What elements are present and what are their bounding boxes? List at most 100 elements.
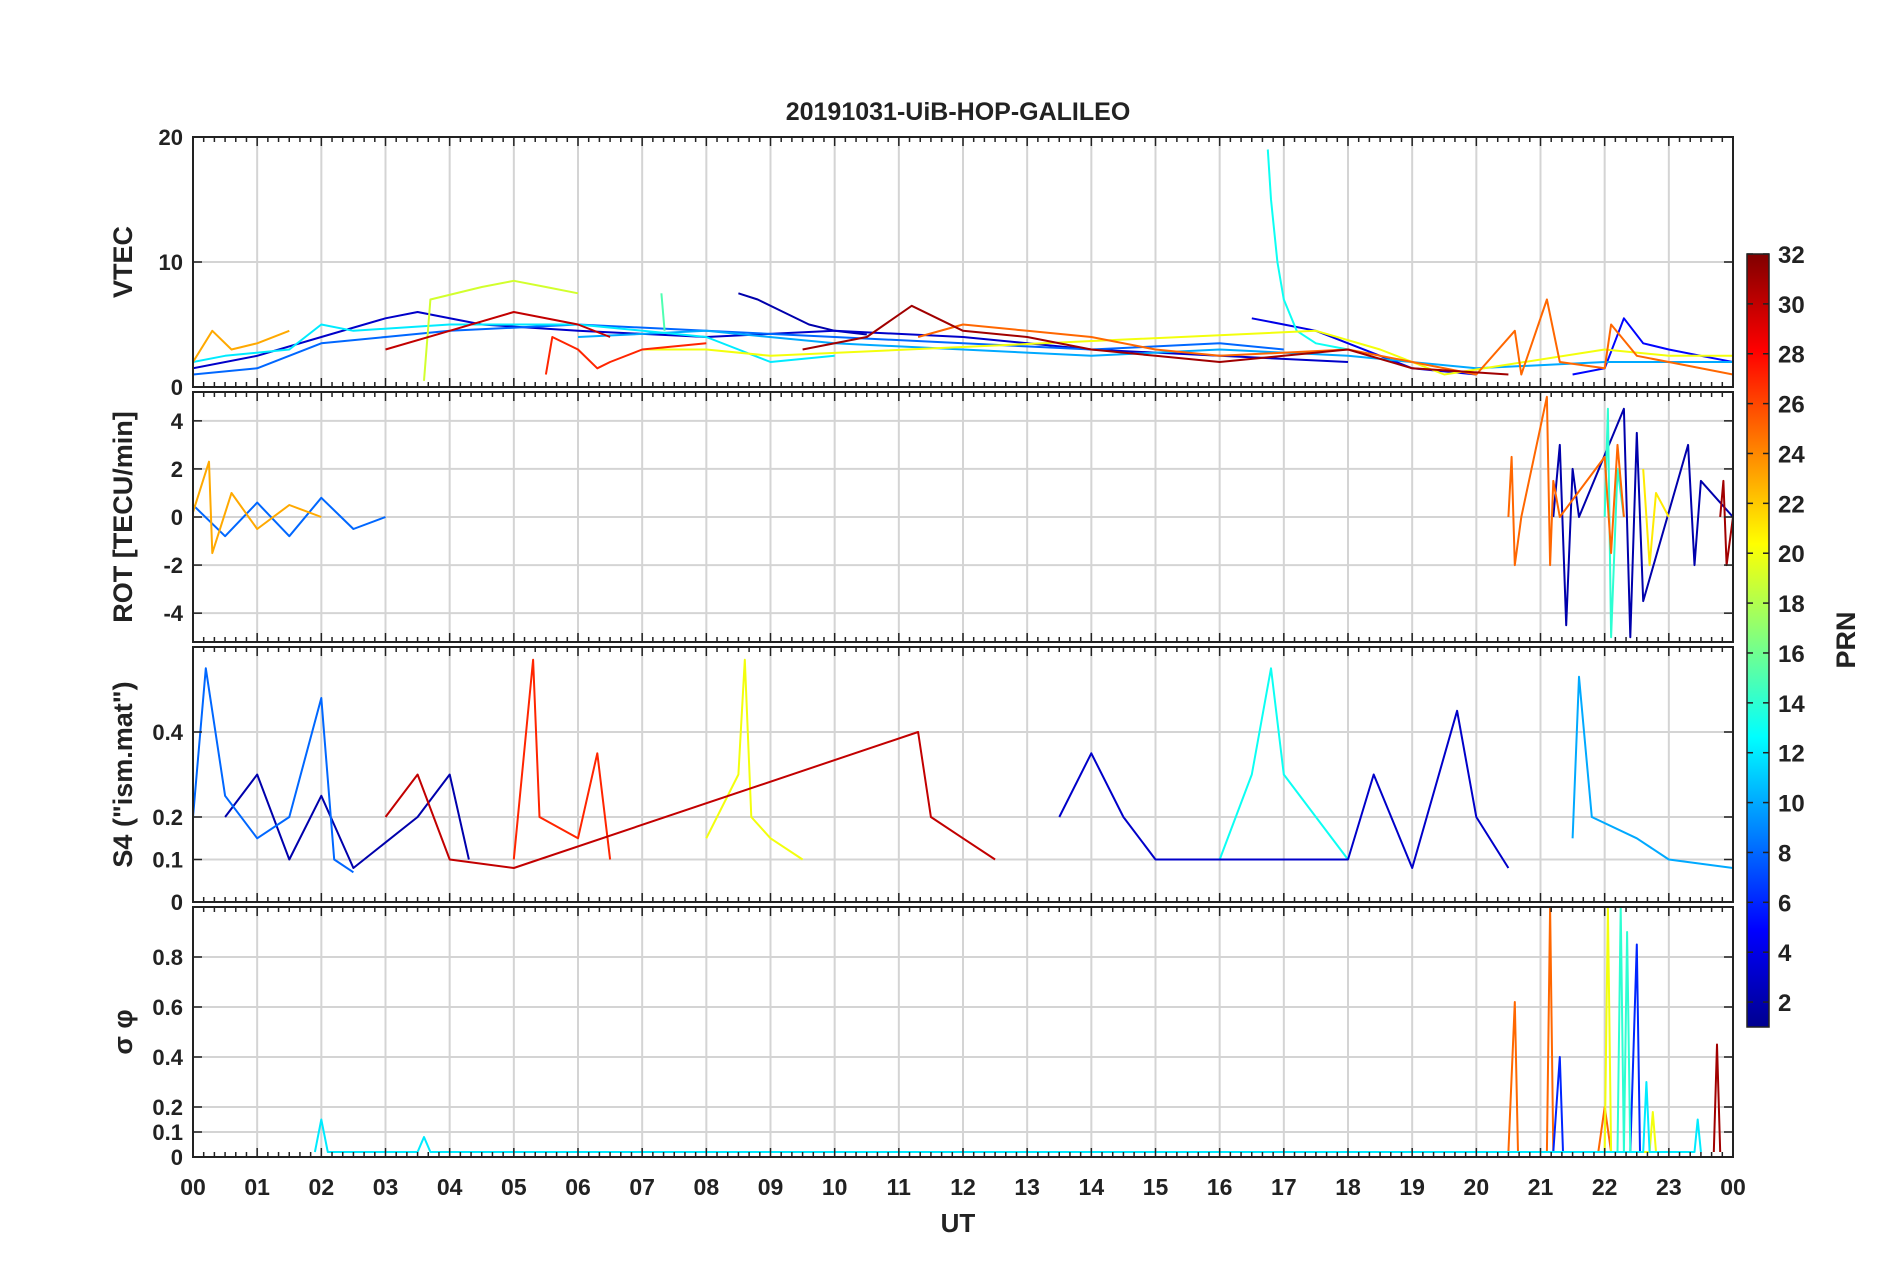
y-tick-label: 0.6: [152, 995, 183, 1020]
y-tick-label: -4: [163, 601, 183, 626]
colorbar-tick-label: 6: [1778, 890, 1791, 917]
x-tick-label: 15: [1143, 1174, 1169, 1200]
series-prn-20: [705, 658, 804, 861]
series-group: [193, 658, 1733, 874]
x-tick-label: 11: [887, 1174, 912, 1200]
y-axis-label: S4 ("ism.mat"): [108, 681, 138, 867]
series-prn-14: [1616, 907, 1632, 1153]
x-ticks: [192, 647, 1734, 902]
x-tick-label: 05: [501, 1174, 527, 1200]
series-prn-2: [224, 773, 470, 869]
series-prn-30: [384, 731, 996, 869]
series-prn-27: [544, 336, 707, 375]
series-prn-25: [1507, 907, 1613, 1153]
y-tick-label: 4: [171, 409, 184, 434]
series-prn-14: [1603, 407, 1625, 639]
y-tick-label: 0.2: [152, 805, 183, 830]
series-prn-20: [642, 329, 1733, 376]
y-ticks: -4 -2 0 2 4: [163, 409, 1733, 626]
series-prn-8: [193, 323, 1284, 376]
series-prn-25: [1507, 395, 1625, 567]
x-tick-label: 18: [1335, 1174, 1361, 1200]
y-axis-label: ROT [TECU/min]: [108, 411, 138, 622]
grid: [193, 647, 1733, 902]
panel-2: -4 -2 0 2 4 ROT [TECU/min]: [108, 391, 1734, 643]
series-prn-5: [1572, 317, 1733, 376]
x-tick-label: 06: [565, 1174, 591, 1200]
series-prn-19: [423, 279, 579, 381]
x-tick-label: 21: [1528, 1174, 1554, 1200]
series-prn-13: [1266, 149, 1349, 351]
colorbar-tick-label: 26: [1778, 392, 1805, 419]
x-tick-label: 03: [373, 1174, 399, 1200]
panel-4: 00.10.2 0.4 0.6 0.8 σ φ: [108, 906, 1734, 1170]
y-tick-label: 0.8: [152, 945, 183, 970]
x-tick-label: 07: [629, 1174, 655, 1200]
grid: [193, 137, 1733, 387]
series-prn-25: [917, 298, 1733, 376]
grid: [193, 392, 1733, 642]
grid: [193, 907, 1733, 1157]
series-prn-31: [1719, 479, 1733, 567]
series-prn-30: [385, 311, 611, 351]
series-prn-3: [1058, 709, 1510, 869]
colorbar-tick-label: 10: [1778, 791, 1805, 818]
x-tick-label: 10: [822, 1174, 848, 1200]
colorbar-tick-label: 14: [1778, 691, 1805, 718]
y-tick-label: -2: [163, 553, 183, 578]
colorbar-label: PRN: [1831, 611, 1861, 668]
y-tick-label: 0.1: [152, 1120, 183, 1145]
y-tick-label: 0: [171, 505, 183, 530]
colorbar-bar: [1746, 253, 1770, 1028]
y-ticks: 00.10.2 0.4 0.6 0.8: [152, 945, 1733, 1170]
y-tick-label: 10: [159, 250, 183, 275]
y-axis-label: VTEC: [108, 226, 138, 298]
x-tick-label: 17: [1271, 1174, 1297, 1200]
series-group: [313, 907, 1722, 1153]
series-prn-10: [577, 329, 1733, 370]
colorbar-tick-label: 28: [1778, 342, 1805, 369]
series-prn-31: [1712, 1043, 1722, 1153]
series-prn-12: [313, 1081, 1702, 1153]
x-tick-label: 00: [1720, 1174, 1746, 1200]
y-tick-label: 0.4: [152, 1045, 183, 1070]
x-tick-label: 09: [758, 1174, 784, 1200]
x-tick-label: 00: [180, 1174, 206, 1200]
panel-3: 0 0.1 0.2 0.4 S4 ("ism.mat"): [108, 646, 1734, 915]
panel-1: 0 10 20 VTEC: [108, 125, 1734, 400]
colorbar-tick-label: 16: [1778, 641, 1805, 668]
x-tick-label: 04: [437, 1174, 463, 1200]
series-prn-12: [193, 323, 835, 363]
colorbar-tick-label: 24: [1778, 441, 1805, 468]
series-prn-21: [1642, 468, 1670, 567]
colorbar-tick-label: 32: [1778, 242, 1805, 269]
series-prn-2: [1552, 407, 1733, 639]
colorbar-tick-label: 8: [1778, 840, 1791, 867]
series-prn-23: [193, 460, 322, 555]
series-prn-15: [660, 293, 666, 331]
x-tick-label: 02: [309, 1174, 335, 1200]
x-tick-label: 16: [1207, 1174, 1233, 1200]
x-axis-label: UT: [941, 1208, 976, 1238]
y-axis-label: σ φ: [108, 1009, 138, 1054]
chart-title: 20191031-UiB-HOP-GALILEO: [786, 98, 1131, 126]
colorbar-tick-label: 2: [1778, 990, 1791, 1017]
series-prn-23: [193, 329, 290, 363]
y-ticks: 0 0.1 0.2 0.4: [152, 720, 1733, 915]
x-tick-label: 13: [1014, 1174, 1040, 1200]
x-tick-label: 22: [1592, 1174, 1618, 1200]
x-tick-label: 01: [244, 1174, 270, 1200]
series-prn-8: [193, 496, 386, 538]
y-ticks: 0 10 20: [159, 125, 1733, 400]
x-ticks: [192, 137, 1734, 387]
colorbar-tick-label: 30: [1778, 292, 1805, 319]
colorbar-tick-label: 12: [1778, 741, 1805, 768]
y-tick-label: 2: [171, 457, 183, 482]
colorbar-tick-label: 20: [1778, 541, 1805, 568]
y-tick-label: 0: [171, 375, 183, 400]
y-tick-label: 0.2: [152, 1095, 183, 1120]
series-prn-2: [738, 292, 867, 336]
